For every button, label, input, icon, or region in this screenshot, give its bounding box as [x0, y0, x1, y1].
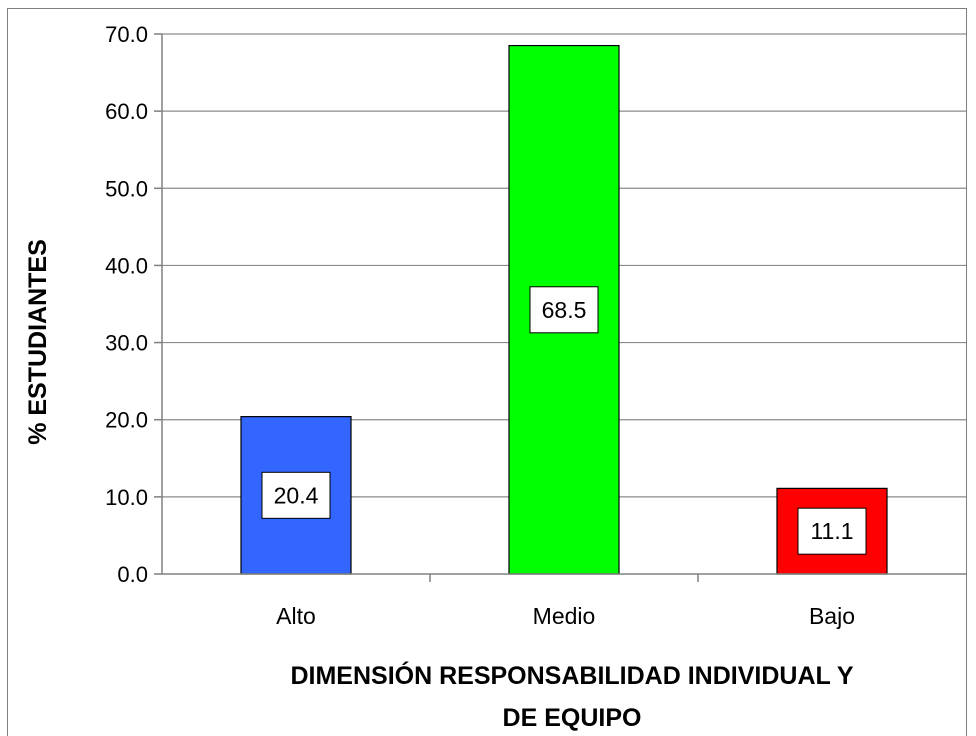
y-tick-label: 70.0	[105, 22, 148, 47]
y-tick-label: 40.0	[105, 253, 148, 278]
axes	[154, 33, 966, 582]
y-tick-labels: 0.0 10.0 20.0 30.0 40.0 50.0 60.0 70.0	[105, 22, 148, 587]
data-labels: 20.4 68.5 11.1	[261, 286, 867, 555]
x-category-label: Bajo	[809, 603, 855, 629]
x-category-label: Medio	[533, 603, 596, 629]
data-label-box	[529, 286, 599, 334]
data-label-box	[261, 471, 331, 519]
data-label: 20.4	[274, 482, 319, 508]
x-category-label: Alto	[276, 603, 316, 629]
data-label-box	[797, 507, 867, 555]
y-axis-title: % ESTUDIANTES	[24, 239, 52, 445]
y-tick-label: 30.0	[105, 331, 148, 356]
chart-frame	[7, 8, 967, 736]
y-tick-label: 10.0	[105, 485, 148, 510]
x-axis-title-line1: DIMENSIÓN RESPONSABILIDAD INDIVIDUAL Y	[290, 660, 853, 690]
y-tick-label: 0.0	[117, 562, 148, 587]
data-label: 68.5	[542, 297, 587, 323]
x-axis-title-line2: DE EQUIPO	[503, 704, 642, 732]
x-category-labels: Alto Medio Bajo	[276, 603, 855, 629]
y-tick-label: 60.0	[105, 99, 148, 124]
data-label: 11.1	[810, 518, 853, 544]
y-tick-label: 20.0	[105, 408, 148, 433]
y-tick-label: 50.0	[105, 176, 148, 201]
